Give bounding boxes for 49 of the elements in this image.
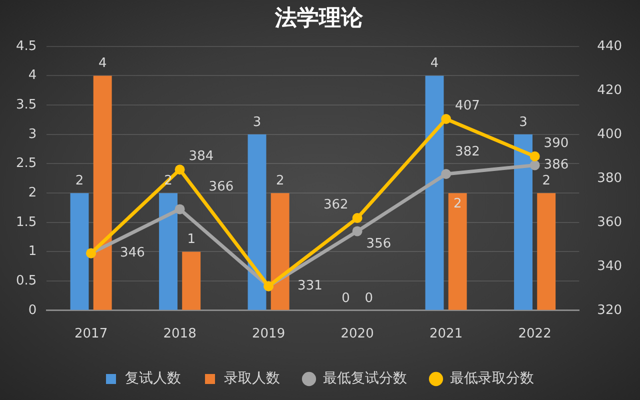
y2-tick-label: 380	[597, 170, 622, 186]
x-tick-label: 2021	[430, 326, 463, 342]
y-tick-label: 4.5	[16, 38, 37, 54]
data-label: 2	[453, 196, 462, 212]
data-label: 384	[188, 148, 214, 164]
data-label: 346	[120, 246, 145, 261]
x-tick-label: 2018	[163, 326, 196, 342]
legend-label: 最低复试分数	[323, 370, 407, 387]
data-label: 331	[298, 278, 322, 294]
data-label: 4	[430, 56, 439, 72]
data-label: 3	[252, 114, 262, 130]
data-label: 3	[519, 114, 528, 130]
data-label: 366	[208, 180, 234, 195]
data-label: 0	[342, 290, 350, 306]
y2-tick-label: 420	[597, 82, 622, 98]
y2-tick-label: 340	[597, 258, 622, 274]
y-tick-label: 1	[28, 244, 37, 260]
y-tick-label: 3.5	[16, 97, 37, 112]
data-label: 386	[544, 158, 569, 173]
legend-label: 最低录取分数	[450, 370, 534, 387]
y-tick-label: 2.5	[16, 156, 37, 172]
x-tick-label: 2020	[340, 326, 374, 342]
data-label: 407	[455, 98, 480, 114]
data-label: 4	[98, 56, 107, 72]
x-tick-label: 2017	[74, 326, 108, 342]
legend-label: 复试人数	[125, 370, 181, 387]
y-tick-label: 4	[28, 68, 37, 84]
data-label: 2	[75, 173, 84, 188]
data-label: 382	[455, 144, 480, 160]
y-tick-label: 2	[28, 185, 37, 200]
data-label: 2	[542, 173, 550, 188]
data-label: 356	[366, 236, 392, 252]
data-label: 362	[323, 197, 348, 212]
x-tick-label: 2019	[252, 326, 286, 342]
y-tick-label: 0.5	[16, 273, 37, 288]
data-label: 0	[364, 290, 373, 306]
y2-tick-label: 360	[597, 214, 622, 230]
legend-label: 录取人数	[224, 370, 280, 387]
y2-tick-label: 320	[597, 302, 622, 318]
data-label: 390	[544, 136, 569, 151]
y2-tick-label: 400	[597, 126, 622, 142]
y-tick-label: 1.5	[16, 214, 37, 230]
y-tick-label: 3	[28, 126, 37, 142]
y-tick-label: 0	[28, 302, 37, 318]
data-label: 1	[187, 232, 196, 248]
chart-title: 法学理论	[274, 6, 364, 31]
x-tick-label: 2022	[518, 326, 552, 342]
data-label: 2	[276, 173, 284, 188]
y2-tick-label: 440	[597, 38, 622, 54]
